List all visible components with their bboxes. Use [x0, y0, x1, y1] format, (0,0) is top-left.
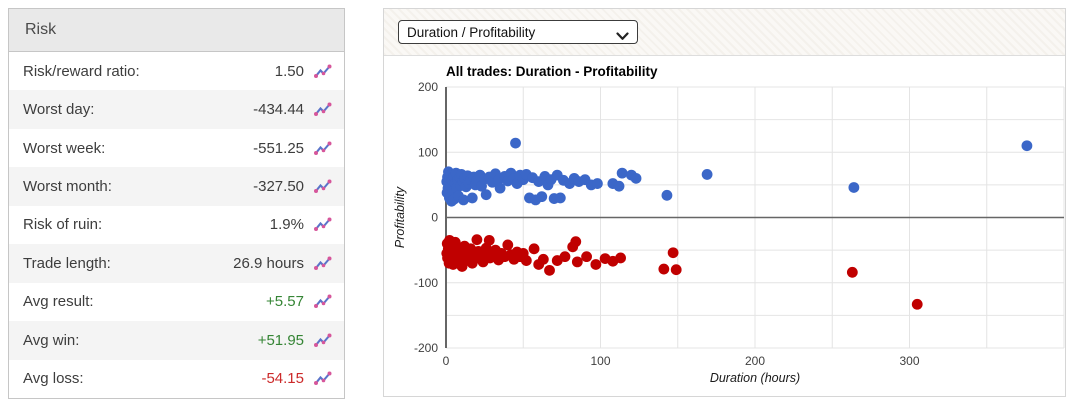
- risk-row-value: +5.57: [266, 293, 304, 311]
- risk-row-label: Worst week:: [23, 139, 106, 157]
- risk-row: Worst week: -551.25: [9, 128, 344, 168]
- risk-row-value: -327.50: [253, 178, 304, 196]
- chart-type-select[interactable]: Duration / Profitability: [398, 20, 638, 44]
- risk-row: Risk/reward ratio: 1.50: [9, 52, 344, 91]
- risk-row: Risk of ruin: 1.9%: [9, 205, 344, 245]
- line-chart-icon[interactable]: [314, 294, 332, 309]
- line-chart-icon[interactable]: [314, 64, 332, 79]
- risk-row: Worst day: -434.44: [9, 90, 344, 129]
- risk-row-value: -54.15: [261, 370, 304, 388]
- risk-row-label: Trade length:: [23, 254, 111, 272]
- risk-row-value: 1.9%: [269, 216, 304, 234]
- line-chart-icon[interactable]: [314, 102, 332, 117]
- svg-text:-100: -100: [414, 276, 438, 290]
- scatter-chart: -200 -100 0 100 200 0 100 200 300 All trades: Dur…: [384, 56, 1065, 396]
- risk-row-label: Avg result:: [23, 293, 94, 311]
- svg-text:100: 100: [590, 354, 610, 368]
- chart-panel: Duration / Profitability -200 -100 0 100 200…: [383, 8, 1066, 397]
- svg-text:0: 0: [443, 354, 450, 368]
- svg-text:Profitability: Profitability: [393, 186, 407, 248]
- risk-rows: Risk/reward ratio: 1.50 Worst day: -434.…: [9, 52, 344, 398]
- risk-row-value: -551.25: [253, 139, 304, 157]
- line-chart-icon[interactable]: [314, 256, 332, 271]
- svg-text:All trades: Duration - Profita: All trades: Duration - Profitability: [446, 64, 658, 79]
- risk-row: Avg loss: -54.15: [9, 359, 344, 398]
- risk-row-label: Avg loss:: [23, 370, 84, 388]
- risk-row: Worst month: -327.50: [9, 167, 344, 206]
- risk-row: Trade length: 26.9 hours: [9, 244, 344, 283]
- risk-row: Avg result: +5.57: [9, 282, 344, 322]
- line-chart-icon[interactable]: [314, 333, 332, 348]
- risk-row-value: 26.9 hours: [233, 254, 304, 272]
- svg-text:100: 100: [418, 145, 438, 159]
- risk-row-label: Risk/reward ratio:: [23, 62, 140, 80]
- risk-row-value: -434.44: [253, 101, 304, 119]
- svg-text:-200: -200: [414, 341, 438, 355]
- risk-panel: Risk Risk/reward ratio: 1.50 Worst day: …: [8, 8, 345, 399]
- line-chart-icon[interactable]: [314, 371, 332, 386]
- svg-text:0: 0: [431, 211, 438, 225]
- risk-row: Avg win: +51.95: [9, 321, 344, 360]
- risk-row-label: Avg win:: [23, 331, 80, 349]
- line-chart-icon[interactable]: [314, 217, 332, 232]
- risk-row-label: Worst month:: [23, 178, 112, 196]
- line-chart-icon[interactable]: [314, 179, 332, 194]
- risk-row-value: +51.95: [257, 331, 304, 349]
- svg-text:300: 300: [899, 354, 919, 368]
- chart-type-select-wrap: Duration / Profitability: [398, 20, 638, 44]
- risk-panel-title: Risk: [9, 9, 344, 52]
- line-chart-icon[interactable]: [314, 141, 332, 156]
- svg-text:200: 200: [418, 80, 438, 94]
- risk-row-label: Worst day:: [23, 101, 95, 119]
- chart-panel-toolbar: Duration / Profitability: [384, 9, 1065, 56]
- svg-text:Duration (hours): Duration (hours): [710, 371, 800, 385]
- risk-row-label: Risk of ruin:: [23, 216, 103, 234]
- risk-row-value: 1.50: [274, 62, 304, 80]
- scatter-chart-svg: -200 -100 0 100 200 0 100 200 300 All trades: Dur…: [393, 64, 1065, 385]
- svg-text:200: 200: [745, 354, 765, 368]
